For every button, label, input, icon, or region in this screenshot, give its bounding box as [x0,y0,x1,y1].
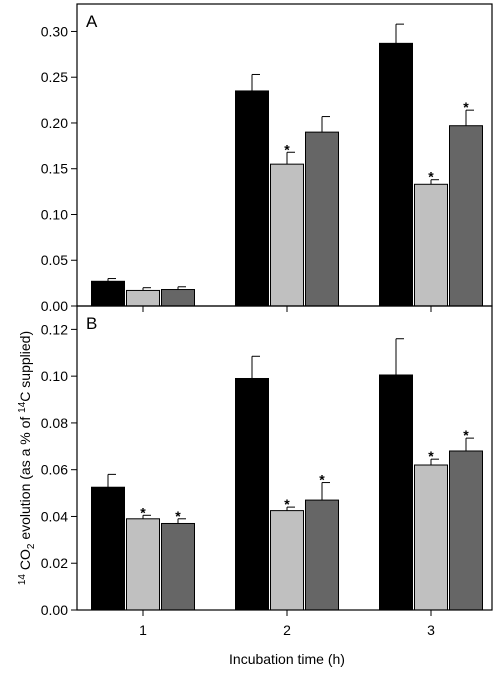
y-tick-label-b-4: 0.08 [41,415,68,431]
y-tick-label-a-1: 0.05 [41,252,68,268]
y-axis-title-subscript: 2 [26,543,37,549]
plot-frame-b [76,305,493,611]
bar-series2-t1 [126,289,160,307]
y-tick-label-a-6: 0.30 [41,23,68,39]
bar-series2-t2 [270,163,304,307]
y-tick-label-b-6: 0.12 [41,321,68,337]
x-tick-label-3: 3 [427,622,435,638]
x-axis-title: Incubation time (h) [229,651,345,667]
bar-series1-t1 [91,280,125,307]
y-tick-label-a-5: 0.25 [41,69,68,85]
y-tick-label-a-0: 0.00 [41,298,68,314]
significance-star-series3-t3: * [463,99,469,115]
significance-star-series3-t3: * [463,427,469,443]
bar-series2-t3 [414,464,448,611]
y-tick-label-a-4: 0.20 [41,115,68,131]
panel-a: * * * 0.00 0.05 0.10 0.15 0.20 0.25 0.30 A [41,3,493,314]
bar-series2-t3 [414,183,448,307]
significance-star-series2-t2: * [284,496,290,512]
y-tick-label-b-3: 0.06 [41,462,68,478]
significance-star-series3-t1: * [175,508,181,524]
panel-label-a: A [86,12,98,31]
bar-series1-t2 [235,377,269,611]
y-tick-label-b-5: 0.10 [41,368,68,384]
bar-series1-t2 [235,90,269,307]
bar-series3-t3 [449,125,483,307]
bar-series3-t3 [449,450,483,611]
y-axis-title-part3: C supplied) [17,331,33,402]
bar-series3-t1 [161,289,195,307]
significance-star-series2-t1: * [140,504,146,520]
bar-series2-t1 [126,518,160,611]
significance-star-series2-t3: * [428,448,434,464]
panels-layer: * * * 0.00 0.05 0.10 0.15 0.20 0.25 0.30 A * * * * * * 0.… [41,3,493,638]
bar-series1-t1 [91,486,125,611]
y-tick-label-a-2: 0.10 [41,206,68,222]
y-tick-label-b-0: 0.00 [41,602,68,618]
y-tick-label-b-2: 0.04 [41,508,68,524]
bar-series3-t1 [161,522,195,611]
y-tick-label-a-3: 0.15 [41,161,68,177]
significance-star-series3-t2: * [319,472,325,488]
y-axis-title-isotope-superscript-2: 14 [17,401,28,413]
bar-series1-t3 [379,42,413,307]
y-axis-title-part2: evolution (as a % of [17,413,33,544]
bar-series1-t3 [379,374,413,611]
bar-series3-t2 [305,499,339,611]
x-tick-label-2: 2 [283,622,291,638]
y-axis-title-part1: CO [17,549,33,574]
bar-series3-t2 [305,131,339,307]
significance-star-series2-t2: * [284,141,290,157]
panel-label-b: B [86,314,97,333]
y-tick-label-b-1: 0.02 [41,555,68,571]
bar-series2-t2 [270,510,304,611]
x-tick-label-1: 1 [139,622,147,638]
panel-b: * * * * * * 0.00 0.02 0.04 0.06 0.08 0.10 0.12 B [41,305,493,618]
y-axis-title: 14 CO2 evolution (as a % of 14C supplied… [17,331,37,585]
significance-star-series2-t3: * [428,169,434,185]
y-axis-title-isotope-superscript: 14 [17,574,28,586]
